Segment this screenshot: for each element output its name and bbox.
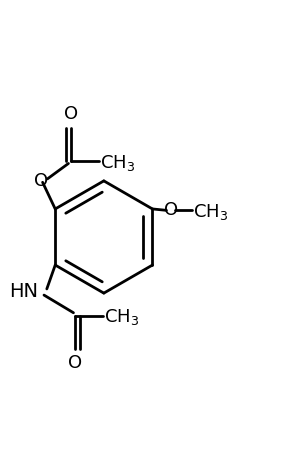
Text: O: O <box>34 172 48 190</box>
Text: CH$_3$: CH$_3$ <box>104 307 139 327</box>
Text: O: O <box>164 201 178 219</box>
Text: O: O <box>64 104 78 122</box>
Text: HN: HN <box>9 282 38 301</box>
Text: O: O <box>68 354 82 372</box>
Text: CH$_3$: CH$_3$ <box>192 202 228 222</box>
Text: CH$_3$: CH$_3$ <box>100 153 135 173</box>
